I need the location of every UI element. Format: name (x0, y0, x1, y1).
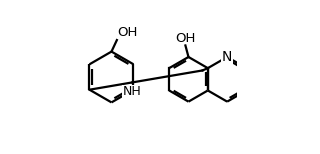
Text: N: N (222, 50, 232, 64)
Text: OH: OH (175, 32, 196, 45)
Text: NH: NH (122, 85, 141, 98)
Text: OH: OH (118, 26, 138, 39)
